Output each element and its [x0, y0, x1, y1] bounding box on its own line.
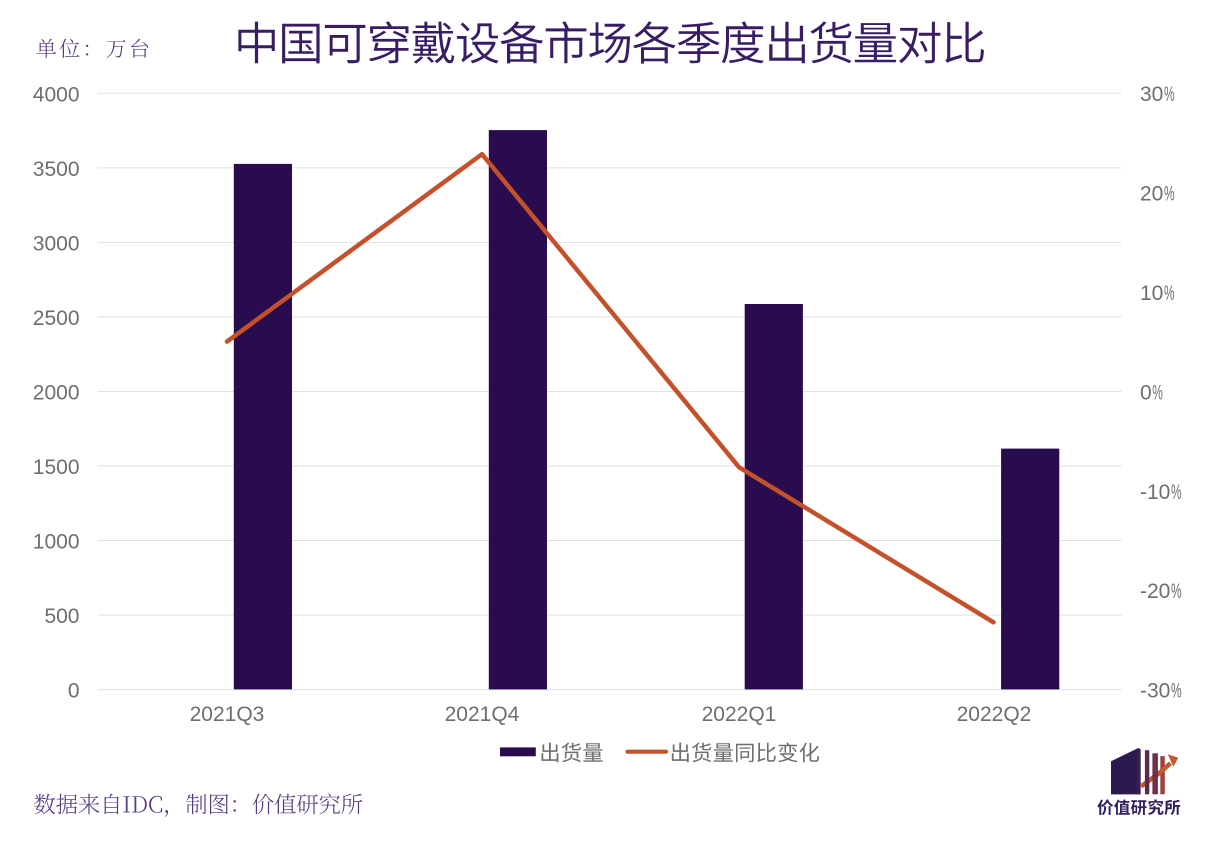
svg-text:2022Q1: 2022Q1	[702, 703, 777, 726]
svg-text:3500: 3500	[33, 158, 80, 181]
svg-text:2022Q2: 2022Q2	[957, 703, 1032, 726]
svg-text:0: 0	[1140, 381, 1152, 404]
svg-text:1500: 1500	[33, 456, 80, 479]
svg-text:2000: 2000	[33, 381, 80, 404]
svg-text:4000: 4000	[33, 83, 80, 106]
svg-text:-30: -30	[1140, 680, 1170, 703]
svg-text:30: 30	[1140, 83, 1163, 106]
svg-text:%: %	[1152, 381, 1163, 404]
svg-text:2021Q3: 2021Q3	[190, 703, 265, 726]
svg-text:2021Q4: 2021Q4	[445, 703, 520, 726]
svg-text:10: 10	[1140, 282, 1163, 305]
svg-text:2500: 2500	[33, 307, 80, 330]
svg-text:20: 20	[1140, 183, 1163, 206]
svg-text:%: %	[1171, 481, 1182, 504]
svg-text:%: %	[1171, 580, 1182, 603]
svg-text:-20: -20	[1140, 580, 1170, 603]
svg-text:%: %	[1164, 83, 1175, 106]
svg-text:0: 0	[68, 680, 80, 703]
svg-text:%: %	[1164, 183, 1175, 206]
svg-text:500: 500	[44, 605, 79, 628]
svg-text:%: %	[1171, 680, 1182, 703]
svg-text:%: %	[1164, 282, 1175, 305]
svg-text:3000: 3000	[33, 232, 80, 255]
svg-text:1000: 1000	[33, 531, 80, 554]
svg-text:-10: -10	[1140, 481, 1170, 504]
